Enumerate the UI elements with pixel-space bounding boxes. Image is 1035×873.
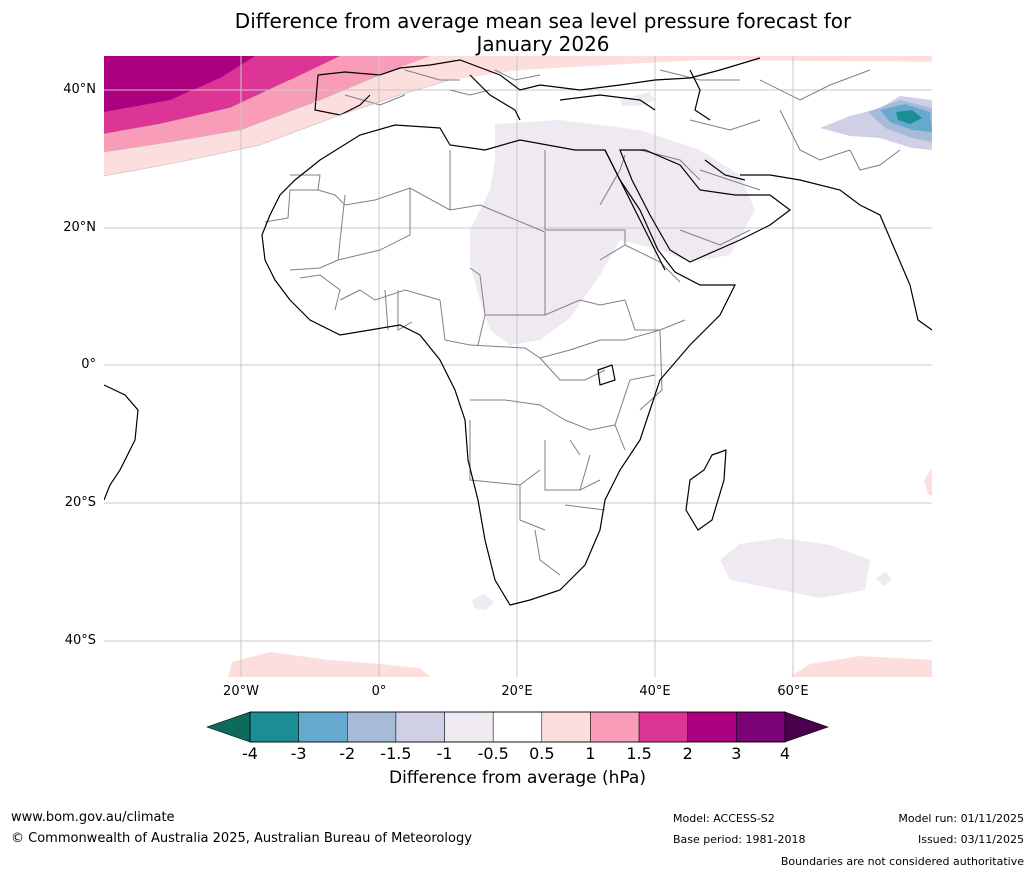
anomaly-contours <box>104 74 451 177</box>
footer-base-period: Base period: 1981-2018 <box>673 833 806 846</box>
colorbar-tick-label: -2 <box>339 744 356 763</box>
colorbar-over-arrow <box>784 711 829 743</box>
map-plot-area <box>104 56 932 677</box>
coast-lake-victoria <box>597 364 616 386</box>
colorbar-tick-label: -4 <box>242 744 258 763</box>
colorbar-tick-label: -0.5 <box>477 744 509 763</box>
coast-italy <box>469 74 521 121</box>
colorbar-tick-label: 3 <box>731 744 742 763</box>
footer-model-run: Model run: 01/11/2025 <box>898 812 1024 825</box>
anomaly-neg-himalaya-4 <box>896 110 922 124</box>
colorbar-tick-label: 4 <box>779 744 791 763</box>
colorbar-bin <box>249 711 299 743</box>
coast-africa <box>261 124 736 606</box>
colorbar-tick-label: 1 <box>585 744 596 763</box>
colorbar-tick-label: 2 <box>682 744 693 763</box>
lat-label-20n: 20°N <box>63 220 96 235</box>
coast-persian-gulf <box>704 159 746 181</box>
lat-label-0: 0° <box>81 357 96 372</box>
anomaly-neg-small-s <box>472 594 494 610</box>
anomaly-neg-indian-ocean <box>720 538 870 598</box>
colorbar-bin <box>395 711 445 743</box>
colorbar-bin <box>492 711 543 743</box>
coast-europe <box>317 57 761 91</box>
anomaly-neg-small-e <box>876 572 892 586</box>
colorbar-bin <box>444 711 494 743</box>
coast-arabia <box>619 149 791 263</box>
colorbar-tick-label: -1.5 <box>380 744 412 763</box>
footer-copyright: © Commonwealth of Australia 2025, Austra… <box>11 831 472 846</box>
coast-madagascar <box>685 449 727 531</box>
lon-label-60e: 60°E <box>777 684 809 699</box>
colorbar <box>206 711 829 743</box>
colorbar-frame <box>249 711 786 743</box>
anomaly-band-2 <box>104 56 255 112</box>
lat-label-40n: 40°N <box>63 82 96 97</box>
anomaly-south-pink-right <box>790 656 932 677</box>
colorbar-bin <box>638 711 688 743</box>
coast-caspian <box>689 69 711 121</box>
anomaly-neg-sahara <box>470 120 755 345</box>
lon-label-20w: 20°W <box>223 684 259 699</box>
colorbar-tick-label: 1.5 <box>626 744 652 763</box>
colorbar-bin <box>541 711 591 743</box>
country-borders <box>264 69 901 576</box>
colorbar-tick-label: -1 <box>436 744 453 763</box>
lat-label-40s: 40°S <box>64 633 96 648</box>
gridlines <box>104 56 932 677</box>
colorbar-bin <box>590 711 640 743</box>
coast-south-america <box>104 384 139 501</box>
lon-label-40e: 40°E <box>639 684 671 699</box>
anomaly-east-pink <box>924 468 932 496</box>
colorbar-bin <box>298 711 348 743</box>
coastlines <box>104 57 932 606</box>
coast-turkey <box>559 94 656 111</box>
colorbar-bins <box>249 711 786 743</box>
map-title-line1: Difference from average mean sea level p… <box>234 9 852 33</box>
map-title-line2: January 2026 <box>476 32 610 56</box>
map-title: Difference from average mean sea level p… <box>0 10 1035 56</box>
colorbar-bin <box>347 711 397 743</box>
lon-label-0: 0° <box>371 684 387 699</box>
colorbar-under-arrow <box>206 711 251 743</box>
footer-model: Model: ACCESS-S2 <box>673 812 775 825</box>
colorbar-bin <box>687 711 737 743</box>
colorbar-bin <box>736 711 786 743</box>
lat-label-20s: 20°S <box>64 495 96 510</box>
anomaly-neg-mideast <box>620 92 655 106</box>
colorbar-tick-label: -3 <box>290 744 307 763</box>
footer-website[interactable]: www.bom.gov.au/climate <box>11 810 175 825</box>
footer-disclaimer: Boundaries are not considered authoritat… <box>780 855 1024 868</box>
coast-iran-india <box>740 174 932 331</box>
footer-issued: Issued: 03/11/2025 <box>917 833 1024 846</box>
lon-label-20e: 20°E <box>501 684 533 699</box>
colorbar-tick-label: 0.5 <box>529 744 555 763</box>
colorbar-title: Difference from average (hPa) <box>389 768 646 788</box>
coast-red-sea <box>604 149 666 271</box>
